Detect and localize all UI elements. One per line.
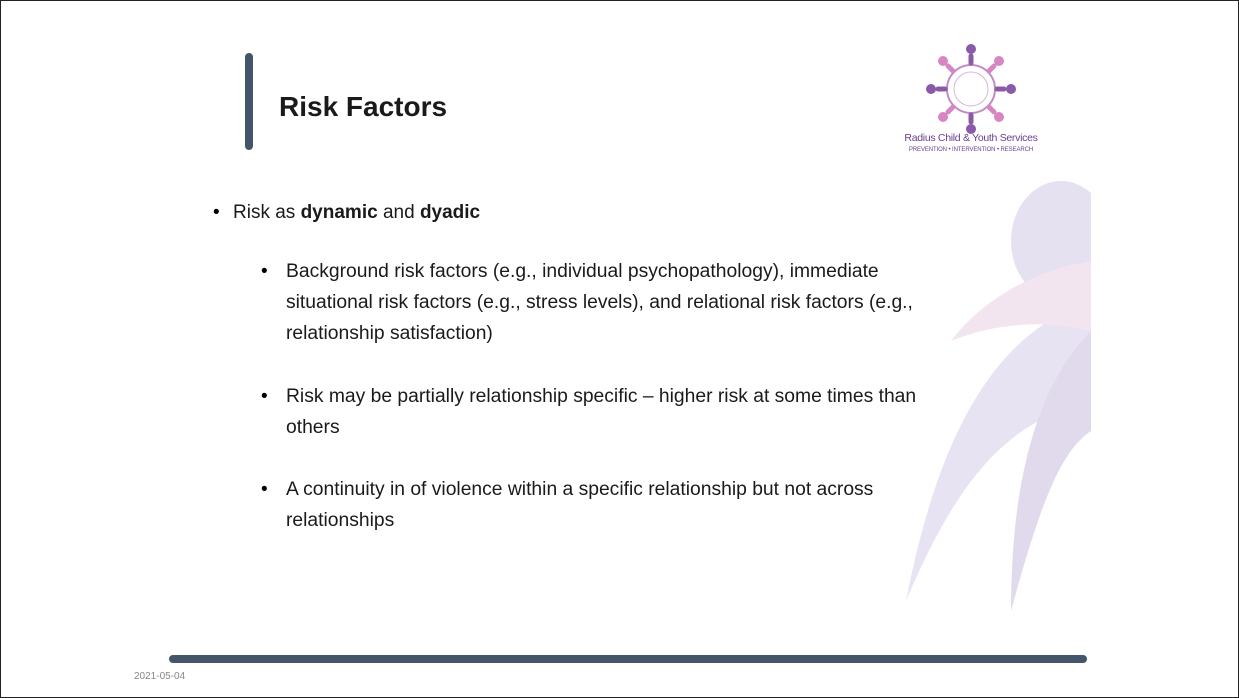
sub-bullet-dot: •: [261, 261, 268, 282]
text-run: dynamic: [300, 202, 378, 223]
sub-bullet-dot: •: [261, 479, 268, 500]
text-run: dyadic: [419, 202, 481, 223]
bullet-dot: •: [213, 202, 220, 223]
logo-tagline: PREVENTION • INTERVENTION • RESEARCH: [908, 147, 1034, 153]
footer-bar: [169, 655, 1087, 663]
title-accent-bar: [245, 53, 253, 150]
logo-name: Radius Child & Youth Services: [904, 132, 1038, 144]
slide-date: 2021-05-04: [134, 671, 186, 682]
logo-emblem: [926, 44, 1016, 134]
sub-bullet-text: Risk may be partially relationship speci…: [286, 386, 917, 438]
sub-bullet-text: Background risk factors (e.g., individua…: [286, 261, 913, 344]
text-run: and: [377, 202, 420, 223]
slide-title: Risk Factors: [279, 91, 448, 122]
text-run: Risk as: [233, 202, 301, 223]
sub-bullet-text: A continuity in of violence within a spe…: [286, 479, 874, 531]
bullet-text: Risk as dynamic and dyadic: [233, 202, 480, 224]
sub-bullet-dot: •: [261, 386, 268, 407]
